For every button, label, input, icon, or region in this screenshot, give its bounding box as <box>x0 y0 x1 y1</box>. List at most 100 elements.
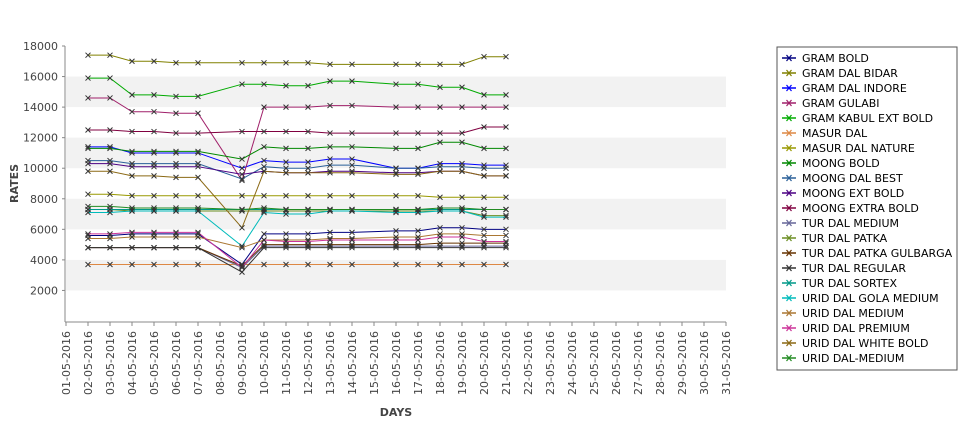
data-point <box>481 53 487 60</box>
data-point <box>107 235 113 242</box>
series-line <box>88 210 506 247</box>
data-point <box>107 191 113 198</box>
data-point <box>349 143 355 150</box>
x-tick-label: 29-05-2016 <box>676 331 689 395</box>
data-point <box>437 261 443 268</box>
data-point <box>195 205 201 211</box>
data-point <box>85 235 91 242</box>
data-point <box>393 104 399 110</box>
legend-label: MASUR DAL NATURE <box>802 142 915 155</box>
data-point <box>305 192 311 199</box>
data-point <box>107 203 113 210</box>
data-point <box>349 156 355 162</box>
series-1 <box>85 52 509 68</box>
data-point <box>261 209 267 216</box>
data-point <box>459 84 465 91</box>
data-point <box>283 231 289 237</box>
legend-item: GRAM KABUL EXT BOLD <box>782 112 933 125</box>
data-point <box>481 206 487 213</box>
data-point <box>239 81 245 88</box>
data-point <box>239 206 245 213</box>
data-point <box>481 232 487 239</box>
data-point <box>239 165 245 172</box>
series-5 <box>85 261 509 268</box>
x-tick-label: 05-05-2016 <box>148 331 161 395</box>
y-tick-label: 8000 <box>30 193 58 206</box>
data-point <box>173 174 179 181</box>
data-point <box>327 156 333 162</box>
legend-marker <box>786 99 792 107</box>
data-point <box>195 229 201 236</box>
y-tick-label: 6000 <box>30 223 58 236</box>
data-point <box>239 243 245 249</box>
legend-marker <box>786 189 792 197</box>
legend-marker <box>786 144 792 152</box>
x-tick-label: 01-05-2016 <box>60 331 73 395</box>
data-point <box>503 124 509 130</box>
x-tick-label: 11-05-2016 <box>280 331 293 395</box>
data-point <box>415 192 421 199</box>
data-point <box>393 237 399 243</box>
data-point <box>481 104 487 110</box>
data-point <box>129 92 135 98</box>
series-line <box>88 247 506 273</box>
legend-box <box>776 46 958 371</box>
data-point <box>327 143 333 150</box>
data-point <box>283 104 289 110</box>
data-point <box>107 231 113 237</box>
data-point <box>129 173 135 179</box>
legend-marker <box>786 354 792 362</box>
data-point <box>327 102 333 109</box>
data-point <box>107 244 113 251</box>
data-point <box>261 128 267 135</box>
data-point <box>239 264 245 271</box>
data-point <box>151 229 157 236</box>
plot-band <box>66 76 726 108</box>
legend-label: GRAM DAL BIDAR <box>802 67 898 80</box>
data-point <box>327 237 333 243</box>
data-point <box>349 61 355 68</box>
data-point <box>415 130 421 136</box>
data-point <box>393 171 399 178</box>
data-point <box>85 145 91 152</box>
series-line <box>88 205 506 210</box>
legend-item: GRAM BOLD <box>782 52 869 65</box>
data-point <box>239 224 245 231</box>
series-10 <box>85 124 509 136</box>
data-point <box>415 145 421 152</box>
legend-item: TUR DAL PATKA <box>782 232 888 245</box>
data-point <box>107 145 113 152</box>
data-point <box>503 145 509 152</box>
data-point <box>437 168 443 175</box>
x-tick-label: 21-05-2016 <box>500 331 513 395</box>
data-point <box>349 206 355 213</box>
x-tick-label: 19-05-2016 <box>456 331 469 395</box>
data-point <box>437 163 443 170</box>
x-tick-label: 26-05-2016 <box>610 331 623 395</box>
data-point <box>349 229 355 236</box>
data-point <box>173 148 179 155</box>
data-point <box>305 145 311 152</box>
data-point <box>305 231 311 237</box>
legend-marker <box>786 264 792 272</box>
y-tick-label: 14000 <box>23 101 58 114</box>
legend-label: MOONG DAL BEST <box>802 172 903 185</box>
data-point <box>261 59 267 66</box>
data-point <box>437 139 443 146</box>
legend-label: TUR DAL PATKA <box>801 232 888 245</box>
data-point <box>107 75 113 81</box>
data-point <box>481 145 487 152</box>
data-point <box>173 110 179 117</box>
data-point <box>261 157 267 164</box>
x-axis-ticks: 01-05-2016 02-05-2016 03-05-2016 04-05-2016… <box>60 322 733 395</box>
data-point <box>85 191 91 198</box>
data-point <box>503 206 509 213</box>
data-point <box>239 171 245 178</box>
data-point <box>459 104 465 110</box>
legend-marker <box>786 279 792 287</box>
data-point <box>173 229 179 236</box>
x-tick-label: 10-05-2016 <box>258 331 271 395</box>
data-point <box>239 176 245 182</box>
data-point <box>85 244 91 251</box>
data-point <box>239 244 245 251</box>
